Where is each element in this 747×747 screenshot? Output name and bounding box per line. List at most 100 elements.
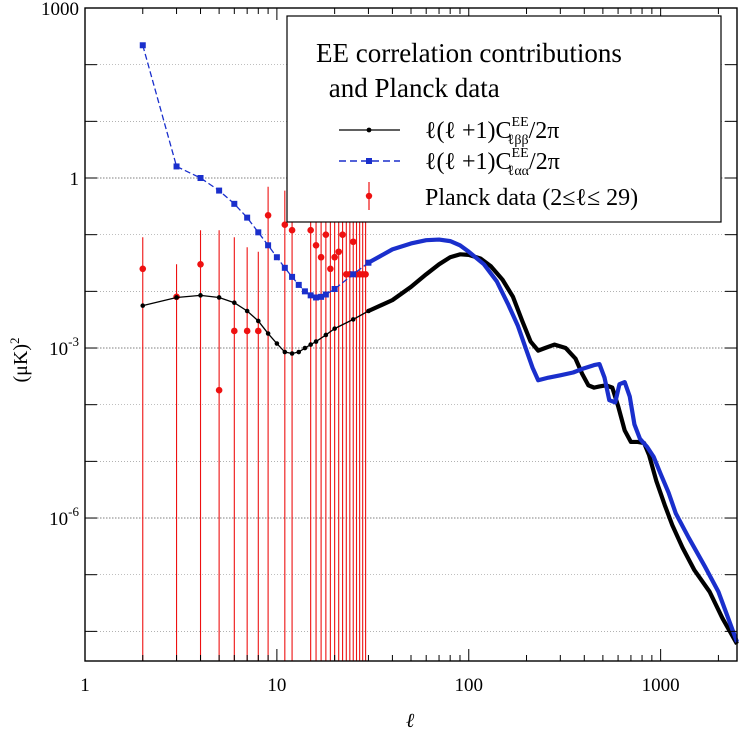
svg-text:(μK)2: (μK)2 [7, 338, 32, 383]
y-axis-label-text: (μK) [10, 344, 32, 383]
y-tick-label-base: 10 [49, 339, 68, 360]
series-layer [139, 42, 739, 645]
y-tick-label-exp: -6 [68, 504, 79, 519]
planck-point [281, 221, 289, 229]
series-beta-marker [232, 300, 237, 306]
legend-title-line2: and Planck data [322, 73, 500, 103]
series-beta-marker [350, 317, 356, 322]
y-tick-label: 1000 [41, 0, 79, 20]
planck-point [331, 253, 338, 261]
legend-title-line1: EE correlation contributions [316, 38, 622, 68]
series-alpha-marker [173, 163, 180, 170]
planck-point [317, 253, 325, 261]
y-tick-label: 1 [70, 169, 80, 190]
series-beta-marker [265, 331, 271, 336]
x-axis-label: ℓ [406, 710, 415, 732]
legend: EE correlation contributions and Planck … [286, 15, 722, 223]
series-beta-marker [313, 339, 319, 344]
series-alpha-marker [318, 293, 325, 300]
series-beta-marker [282, 349, 288, 355]
legend-swatch-alpha-marker [366, 158, 372, 164]
planck-point [264, 211, 272, 219]
series-alpha-marker [307, 292, 314, 299]
series-beta-marker [255, 318, 261, 324]
y-axis-label: (μK)2 [7, 338, 32, 383]
legend-entry-alpha-sub: ℓαα [508, 164, 530, 179]
series-alpha-marker [331, 286, 338, 293]
x-tick-label: 1 [80, 675, 90, 696]
series-alpha-marker [295, 281, 302, 288]
planck-point [254, 327, 262, 335]
series-beta-marker [174, 295, 179, 300]
legend-entry-alpha: ℓ(ℓ +1)CEE ℓαα/2π [425, 146, 560, 179]
series-alpha-marker [301, 288, 308, 295]
series-beta-marker [302, 345, 308, 351]
series-beta-marker [323, 332, 329, 338]
planck-point [288, 226, 296, 234]
y-tick-label-base: 10 [49, 509, 68, 530]
series-alpha-dense-band [367, 237, 739, 643]
series-alpha-marker [289, 273, 296, 280]
legend-entry-beta-prefix: ℓ(ℓ +1)C [425, 118, 512, 144]
series-beta-marker [198, 293, 203, 298]
series-alpha-marker [231, 200, 238, 207]
series-beta-marker [289, 351, 295, 356]
series-beta-marker [332, 326, 337, 331]
legend-entry-beta-sub: ℓββ [508, 133, 529, 148]
tick-layer [84, 7, 737, 661]
planck-point [335, 248, 343, 256]
x-tick-label: 1000 [642, 675, 680, 696]
legend-entry-beta-suffix: /2π [529, 118, 560, 144]
series-alpha-marker [216, 187, 223, 194]
planck-point [322, 231, 330, 238]
y-tick-label: 10-6 [49, 504, 79, 530]
legend-entry-beta: ℓ(ℓ +1)CEE ℓββ/2π [425, 115, 559, 148]
series-beta-marker [140, 303, 146, 308]
y-tick-label-base: 1000 [41, 0, 79, 20]
y-tick-label-base: 1 [70, 169, 80, 190]
legend-entry-beta-sup: EE [512, 115, 529, 130]
planck-point [312, 241, 320, 249]
planck-point [139, 265, 147, 273]
legend-box [286, 15, 722, 223]
y-axis-label-sup: 2 [7, 338, 22, 345]
series-alpha-marker [265, 242, 272, 249]
legend-entry-alpha-sup: EE [512, 146, 529, 161]
legend-swatch-beta-marker [366, 127, 372, 133]
series-alpha-marker [350, 271, 357, 278]
series-beta-marker [244, 308, 250, 314]
series-beta-marker [216, 295, 222, 300]
planck-point [339, 231, 346, 238]
series-beta-marker [308, 342, 313, 347]
series-alpha-marker [281, 264, 288, 271]
planck-point [215, 386, 223, 394]
planck-point [349, 238, 357, 246]
series-alpha-marker [313, 294, 320, 301]
series-alpha-marker [365, 259, 372, 266]
grid-layer [85, 64, 737, 632]
series-beta-dense-band [367, 252, 739, 645]
legend-entry-planck: Planck data (2≤ℓ≤ 29) [425, 185, 638, 211]
planck-point [307, 226, 314, 234]
series-beta-marker [296, 349, 302, 355]
series-alpha-marker [197, 175, 204, 182]
series-beta-marker [366, 308, 371, 314]
planck-point [362, 270, 369, 278]
planck-point [231, 327, 238, 335]
planck-point [197, 261, 204, 268]
series-beta-marker [274, 341, 280, 346]
legend-entry-alpha-prefix: ℓ(ℓ +1)C [425, 149, 512, 175]
legend-entry-alpha-suffix: /2π [529, 149, 560, 175]
series-alpha-marker [273, 254, 280, 261]
x-tick-label: 10 [267, 675, 286, 696]
series-alpha-marker [244, 214, 251, 221]
planck-data-layer [139, 186, 369, 661]
legend-swatch-planck-marker [365, 192, 373, 200]
y-tick-label-exp: -3 [68, 334, 79, 349]
series-alpha-marker [139, 42, 146, 49]
x-tick-label: 100 [455, 675, 484, 696]
series-alpha-marker [322, 291, 329, 298]
planck-point [327, 265, 334, 273]
